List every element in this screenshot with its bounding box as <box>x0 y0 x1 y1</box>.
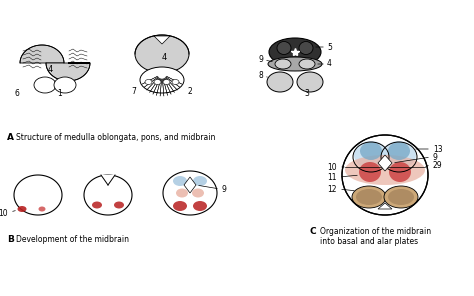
Text: 6: 6 <box>15 89 19 97</box>
Text: 8: 8 <box>258 72 263 81</box>
Ellipse shape <box>193 201 207 211</box>
Ellipse shape <box>384 186 418 208</box>
Text: A: A <box>7 133 14 141</box>
Ellipse shape <box>268 57 322 71</box>
Text: 12: 12 <box>328 184 337 194</box>
Polygon shape <box>101 175 115 185</box>
Text: Development of the midbrain: Development of the midbrain <box>16 236 129 244</box>
Polygon shape <box>46 63 90 81</box>
Polygon shape <box>378 203 392 209</box>
Ellipse shape <box>267 72 293 92</box>
Ellipse shape <box>269 38 321 66</box>
Ellipse shape <box>342 135 428 215</box>
Ellipse shape <box>135 35 189 73</box>
Ellipse shape <box>388 189 414 205</box>
Text: 9: 9 <box>433 152 438 162</box>
Text: 10: 10 <box>0 208 8 218</box>
Text: 13: 13 <box>433 144 443 154</box>
Ellipse shape <box>18 206 27 212</box>
Ellipse shape <box>299 59 315 69</box>
Ellipse shape <box>354 141 388 169</box>
Polygon shape <box>154 36 170 44</box>
Text: 4: 4 <box>47 65 53 75</box>
Ellipse shape <box>193 176 207 186</box>
Ellipse shape <box>192 189 204 197</box>
Text: Structure of medulla oblongata, pons, and midbrain: Structure of medulla oblongata, pons, an… <box>16 133 215 141</box>
Text: 5: 5 <box>327 43 332 52</box>
Polygon shape <box>84 175 132 215</box>
Ellipse shape <box>145 80 152 84</box>
Text: 11: 11 <box>328 173 337 181</box>
Ellipse shape <box>356 189 382 205</box>
Ellipse shape <box>352 186 386 208</box>
Ellipse shape <box>297 72 323 92</box>
Ellipse shape <box>38 207 46 212</box>
Text: C: C <box>310 228 317 237</box>
Text: 9: 9 <box>258 56 263 65</box>
Polygon shape <box>378 155 392 171</box>
Text: B: B <box>7 236 14 244</box>
Text: 4: 4 <box>161 52 167 62</box>
Polygon shape <box>20 45 64 63</box>
Text: 2: 2 <box>188 88 192 96</box>
Ellipse shape <box>382 141 416 169</box>
Ellipse shape <box>163 80 170 84</box>
Text: Organization of the midbrain: Organization of the midbrain <box>320 228 431 237</box>
Ellipse shape <box>173 201 187 211</box>
Text: 7: 7 <box>132 88 137 96</box>
Ellipse shape <box>388 142 410 160</box>
Text: 3: 3 <box>305 89 310 99</box>
Ellipse shape <box>172 80 179 84</box>
Polygon shape <box>14 175 62 215</box>
Ellipse shape <box>360 142 382 160</box>
Ellipse shape <box>114 202 124 208</box>
Ellipse shape <box>54 77 76 93</box>
Text: 10: 10 <box>328 163 337 171</box>
Text: into basal and alar plates: into basal and alar plates <box>320 237 418 245</box>
Ellipse shape <box>173 176 187 186</box>
Ellipse shape <box>345 155 425 185</box>
Ellipse shape <box>359 162 381 182</box>
Ellipse shape <box>140 67 184 93</box>
Ellipse shape <box>277 41 291 54</box>
Text: 9: 9 <box>222 184 227 194</box>
Polygon shape <box>163 171 217 215</box>
Ellipse shape <box>299 41 313 54</box>
Ellipse shape <box>389 162 411 182</box>
Text: 1: 1 <box>58 89 63 97</box>
Polygon shape <box>184 177 196 193</box>
Ellipse shape <box>34 77 56 93</box>
Ellipse shape <box>154 80 161 84</box>
Ellipse shape <box>92 202 102 208</box>
Text: 4: 4 <box>327 59 332 68</box>
Ellipse shape <box>176 189 188 197</box>
Ellipse shape <box>275 59 291 69</box>
Text: 29: 29 <box>433 160 443 170</box>
